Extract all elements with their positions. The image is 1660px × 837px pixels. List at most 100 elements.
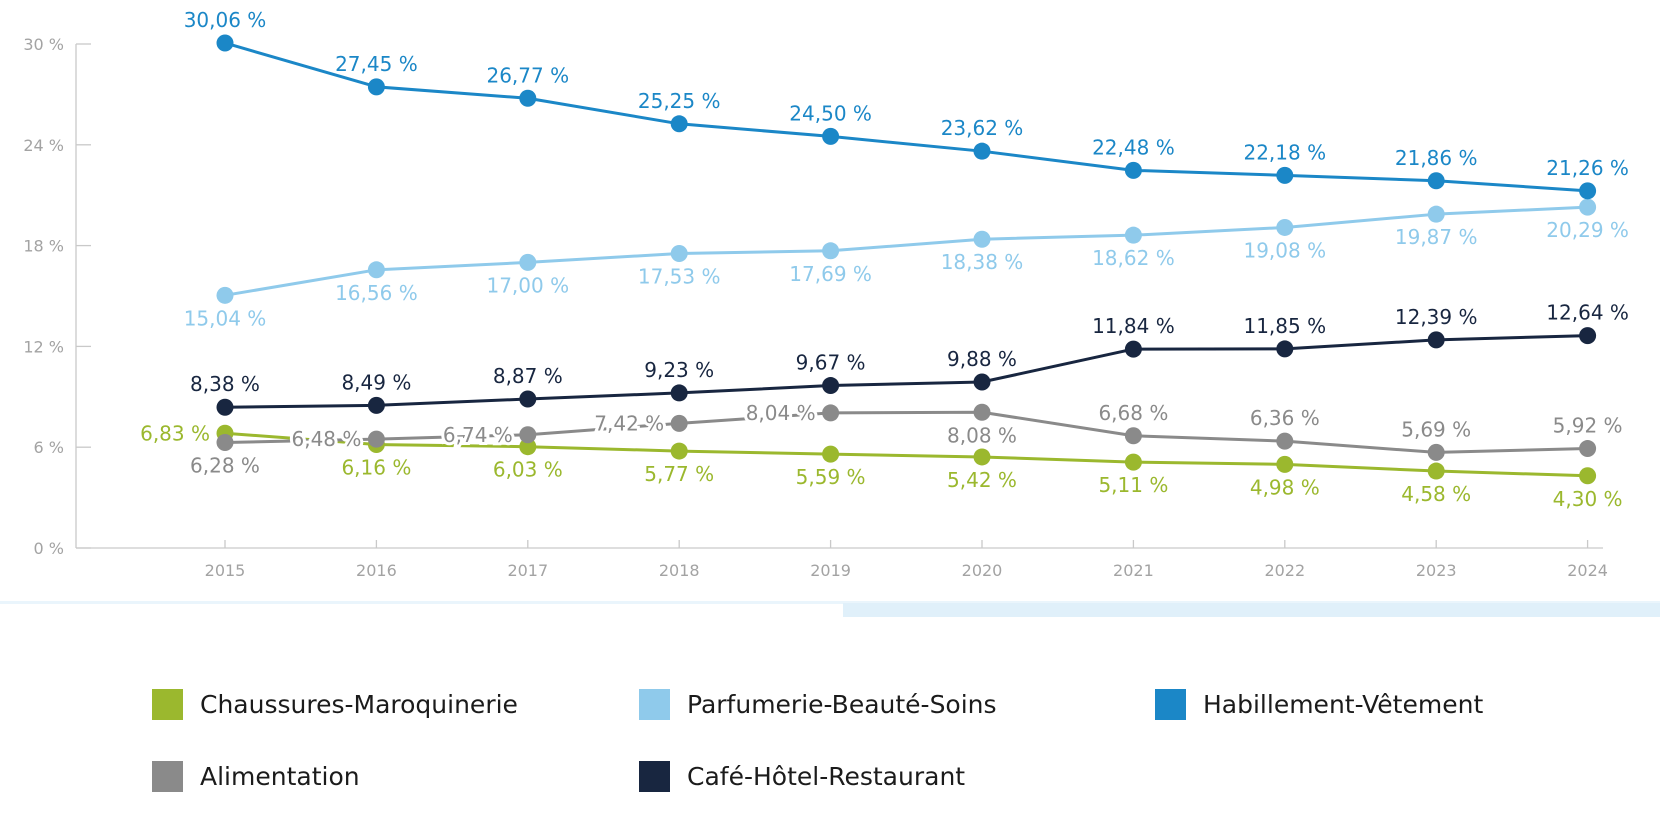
- data-label-habillement-vetement: 21,86 %: [1395, 146, 1478, 170]
- band-thin: [0, 601, 1660, 604]
- data-label-chaussures-maroquinerie: 5,11 %: [1098, 473, 1168, 497]
- data-label-alimentation: 6,74 %: [443, 423, 513, 447]
- data-point-habillement-vetement: [822, 127, 840, 145]
- data-label-habillement-vetement: 24,50 %: [789, 101, 872, 125]
- data-point-chaussures-maroquinerie: [973, 448, 991, 466]
- data-label-alimentation: 5,92 %: [1553, 414, 1623, 438]
- data-label-chaussures-maroquinerie: 4,58 %: [1401, 482, 1471, 506]
- y-tick-label: 12 %: [23, 337, 64, 356]
- data-label-habillement-vetement: 21,26 %: [1546, 156, 1629, 180]
- data-label-cafe-hotel-restaurant: 11,84 %: [1092, 314, 1175, 338]
- data-label-alimentation: 8,08 %: [947, 423, 1017, 447]
- data-label-chaussures-maroquinerie: 6,83 %: [140, 421, 210, 445]
- data-point-parfumerie-beaute-soins: [519, 253, 537, 271]
- data-point-habillement-vetement: [1124, 161, 1142, 179]
- data-label-parfumerie-beaute-soins: 15,04 %: [184, 306, 267, 330]
- x-tick-label: 2023: [1416, 561, 1457, 580]
- data-label-habillement-vetement: 25,25 %: [638, 89, 721, 113]
- data-point-cafe-hotel-restaurant: [822, 377, 840, 395]
- data-point-habillement-vetement: [519, 89, 537, 107]
- data-point-parfumerie-beaute-soins: [822, 242, 840, 260]
- data-label-alimentation: 6,28 %: [190, 453, 260, 477]
- data-label-chaussures-maroquinerie: 5,59 %: [796, 465, 866, 489]
- data-point-cafe-hotel-restaurant: [519, 390, 537, 408]
- data-point-alimentation: [1276, 432, 1294, 450]
- data-label-chaussures-maroquinerie: 6,16 %: [341, 456, 411, 480]
- data-label-cafe-hotel-restaurant: 9,23 %: [644, 358, 714, 382]
- x-tick-label: 2020: [962, 561, 1003, 580]
- data-label-habillement-vetement: 27,45 %: [335, 52, 418, 76]
- data-point-cafe-hotel-restaurant: [1124, 340, 1142, 358]
- data-point-parfumerie-beaute-soins: [367, 261, 385, 279]
- data-label-parfumerie-beaute-soins: 17,00 %: [486, 273, 569, 297]
- data-label-chaussures-maroquinerie: 5,42 %: [947, 468, 1017, 492]
- x-tick-label: 2024: [1567, 561, 1608, 580]
- data-point-cafe-hotel-restaurant: [1579, 327, 1597, 345]
- data-point-cafe-hotel-restaurant: [367, 396, 385, 414]
- data-point-cafe-hotel-restaurant: [973, 373, 991, 391]
- data-point-parfumerie-beaute-soins: [1427, 205, 1445, 223]
- series-cafe-hotel-restaurant: [216, 327, 1597, 416]
- y-tick-label: 18 %: [23, 237, 64, 256]
- data-point-cafe-hotel-restaurant: [1276, 340, 1294, 358]
- data-label-chaussures-maroquinerie: 5,77 %: [644, 462, 714, 486]
- chart-axes: 0 % 6 % 12 % 18 % 24 % 30 % 2015 2016 2017 2018 20…: [23, 35, 1608, 580]
- data-label-cafe-hotel-restaurant: 12,64 %: [1546, 301, 1629, 325]
- data-point-alimentation: [1124, 427, 1142, 445]
- data-point-chaussures-maroquinerie: [1124, 453, 1142, 471]
- y-tick-label: 24 %: [23, 136, 64, 155]
- data-point-chaussures-maroquinerie: [1579, 467, 1597, 485]
- x-tick-label: 2018: [659, 561, 700, 580]
- data-label-alimentation: 6,48 %: [291, 427, 361, 451]
- data-point-habillement-vetement: [670, 115, 688, 133]
- data-label-cafe-hotel-restaurant: 12,39 %: [1395, 305, 1478, 329]
- series-alimentation: [216, 403, 1597, 461]
- data-label-alimentation: 6,36 %: [1250, 406, 1320, 430]
- series-line-chaussures-maroquinerie: [224, 431, 1588, 478]
- decorative-bands: [0, 601, 1660, 617]
- data-point-chaussures-maroquinerie: [1276, 455, 1294, 473]
- data-label-chaussures-maroquinerie: 4,30 %: [1553, 487, 1623, 511]
- data-label-parfumerie-beaute-soins: 16,56 %: [335, 281, 418, 305]
- series-line-cafe-hotel-restaurant: [224, 334, 1588, 409]
- data-point-alimentation: [670, 414, 688, 432]
- data-point-cafe-hotel-restaurant: [1427, 331, 1445, 349]
- data-point-chaussures-maroquinerie: [519, 438, 537, 456]
- data-label-alimentation: 6,68 %: [1098, 401, 1168, 425]
- series-parfumerie-beaute-soins: [216, 198, 1597, 304]
- data-label-cafe-hotel-restaurant: 8,87 %: [493, 364, 563, 388]
- data-point-alimentation: [519, 426, 537, 444]
- data-label-parfumerie-beaute-soins: 18,38 %: [941, 250, 1024, 274]
- data-label-habillement-vetement: 30,06 %: [184, 8, 267, 32]
- data-label-parfumerie-beaute-soins: 18,62 %: [1092, 246, 1175, 270]
- data-point-chaussures-maroquinerie: [1427, 462, 1445, 480]
- data-point-alimentation: [822, 404, 840, 422]
- data-point-alimentation: [216, 433, 234, 451]
- data-point-parfumerie-beaute-soins: [670, 244, 688, 262]
- series-line-parfumerie-beaute-soins: [224, 205, 1588, 297]
- data-point-parfumerie-beaute-soins: [973, 230, 991, 248]
- data-point-habillement-vetement: [1579, 182, 1597, 200]
- data-point-habillement-vetement: [1276, 166, 1294, 184]
- data-point-alimentation: [1579, 440, 1597, 458]
- y-tick-label: 0 %: [34, 539, 64, 558]
- series-line-alimentation: [224, 410, 1588, 454]
- data-label-parfumerie-beaute-soins: 19,87 %: [1395, 225, 1478, 249]
- data-label-habillement-vetement: 22,48 %: [1092, 135, 1175, 159]
- data-point-habillement-vetement: [216, 34, 234, 52]
- y-tick-label: 30 %: [23, 35, 64, 54]
- data-point-habillement-vetement: [973, 142, 991, 160]
- data-label-alimentation: 5,69 %: [1401, 417, 1471, 441]
- data-point-alimentation: [367, 430, 385, 448]
- band-thick: [843, 603, 1660, 617]
- data-point-parfumerie-beaute-soins: [1124, 226, 1142, 244]
- data-label-parfumerie-beaute-soins: 17,69 %: [789, 262, 872, 286]
- chart-data-labels: 30,06 % 27,45 % 26,77 % 25,25 % 24,50 % 23,62…: [140, 8, 1629, 511]
- data-label-cafe-hotel-restaurant: 8,49 %: [341, 370, 411, 394]
- x-tick-label: 2016: [356, 561, 397, 580]
- data-label-cafe-hotel-restaurant: 11,85 %: [1243, 314, 1326, 338]
- x-tick-label: 2019: [810, 561, 851, 580]
- data-point-chaussures-maroquinerie: [822, 445, 840, 463]
- data-label-habillement-vetement: 22,18 %: [1243, 140, 1326, 164]
- x-tick-label: 2017: [507, 561, 548, 580]
